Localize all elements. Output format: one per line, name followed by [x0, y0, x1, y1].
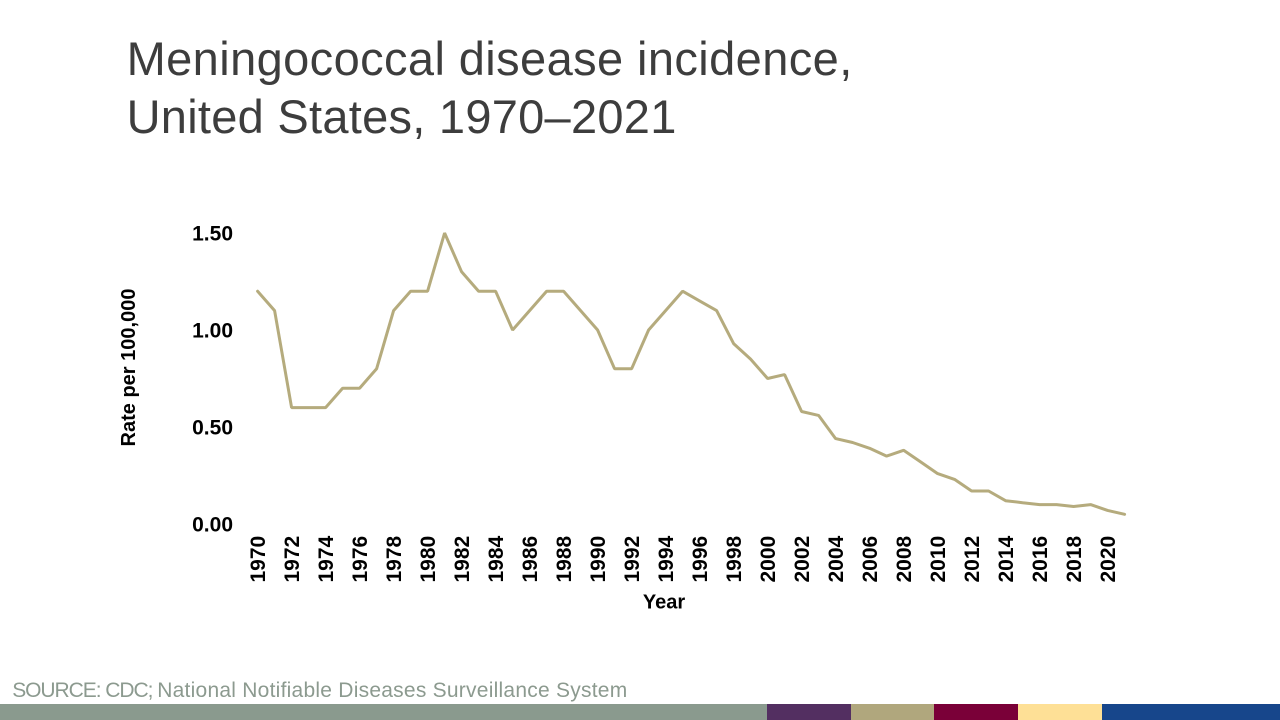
svg-text:1994: 1994: [655, 535, 678, 582]
svg-text:1974: 1974: [315, 535, 338, 582]
svg-text:0.00: 0.00: [192, 514, 233, 537]
svg-text:2000: 2000: [757, 536, 780, 583]
svg-text:2004: 2004: [825, 535, 848, 582]
svg-text:2020: 2020: [1097, 536, 1120, 583]
svg-text:1988: 1988: [553, 535, 576, 582]
svg-text:0.50: 0.50: [192, 417, 233, 440]
svg-text:2002: 2002: [791, 536, 814, 583]
svg-text:1976: 1976: [349, 536, 372, 583]
svg-text:2008: 2008: [893, 535, 916, 582]
svg-text:1992: 1992: [621, 536, 644, 583]
svg-text:2016: 2016: [1029, 536, 1052, 583]
svg-text:2006: 2006: [859, 536, 882, 583]
svg-text:1972: 1972: [281, 536, 304, 583]
svg-text:1984: 1984: [485, 535, 508, 582]
svg-text:Year: Year: [643, 592, 685, 614]
svg-text:1996: 1996: [689, 536, 712, 583]
svg-text:1982: 1982: [451, 536, 474, 583]
svg-text:2010: 2010: [927, 536, 950, 583]
svg-text:1998: 1998: [723, 535, 746, 582]
svg-text:1970: 1970: [247, 536, 270, 583]
svg-text:1.50: 1.50: [192, 223, 233, 246]
svg-text:1980: 1980: [417, 536, 440, 583]
svg-text:1.00: 1.00: [192, 320, 233, 343]
svg-text:2014: 2014: [995, 535, 1018, 582]
svg-text:1990: 1990: [587, 536, 610, 583]
svg-text:1986: 1986: [519, 536, 542, 583]
svg-text:2012: 2012: [961, 536, 984, 583]
svg-text:2018: 2018: [1063, 535, 1086, 582]
svg-text:Rate per 100,000: Rate per 100,000: [118, 289, 140, 447]
svg-text:1978: 1978: [383, 535, 406, 582]
